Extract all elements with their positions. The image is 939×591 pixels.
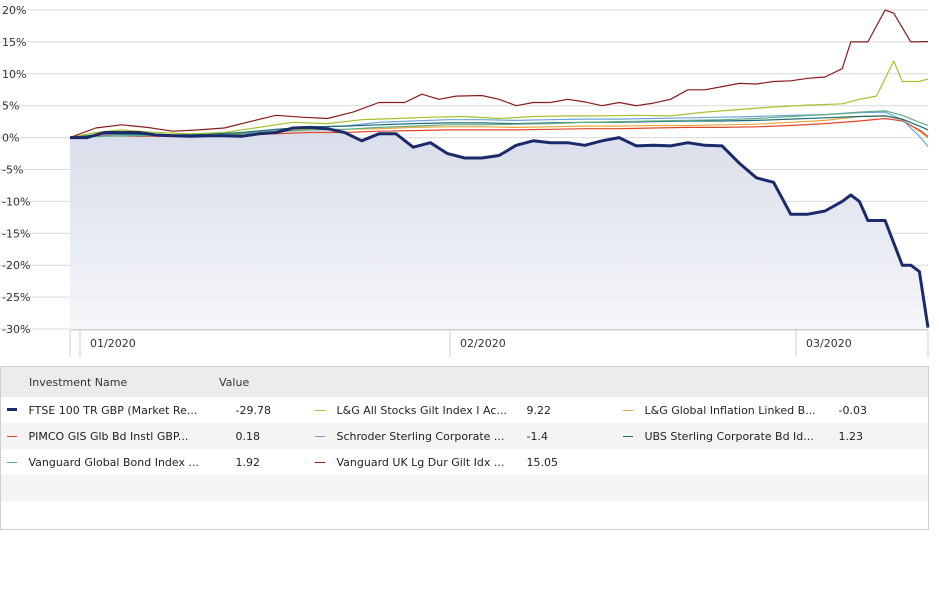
- series-line-1: [69, 60, 929, 139]
- y-tick-label: 0%: [2, 132, 19, 145]
- legend-item-pimco[interactable]: PIMCO GIS Glb Bd Instl GBP... 0.18: [7, 430, 260, 443]
- legend-swatch: [623, 409, 633, 411]
- legend-item-lg-gilt[interactable]: L&G All Stocks Gilt Index I Ac... 9.22: [315, 404, 551, 417]
- legend-series-name: Vanguard Global Bond Index ...: [28, 456, 199, 469]
- legend-row: FTSE 100 TR GBP (Market Re... -29.78 L&G …: [1, 397, 928, 423]
- legend-series-name: UBS Sterling Corporate Bd Id...: [644, 430, 814, 443]
- legend-item-ftse[interactable]: FTSE 100 TR GBP (Market Re... -29.78: [7, 404, 271, 417]
- legend-series-value: 15.05: [526, 456, 559, 469]
- legend-series-value: 1.23: [838, 430, 864, 443]
- legend-series-value: -0.03: [838, 404, 867, 417]
- y-tick-label: -15%: [2, 227, 30, 240]
- x-tick-label: 02/2020: [460, 337, 506, 350]
- ftse-area-fill: [70, 127, 928, 329]
- legend-swatch: [7, 461, 17, 463]
- legend-row-empty: [1, 475, 928, 501]
- legend-swatch: [315, 461, 325, 463]
- y-tick-label: 15%: [2, 36, 26, 49]
- series-line-7: [69, 9, 929, 139]
- chart-svg: 20% 15% 10% 5% 0% -5% -10% -15% -20% -25% -30% 01/2…: [0, 4, 930, 357]
- y-tick-label: 5%: [2, 100, 19, 113]
- y-tick-label: -25%: [2, 291, 30, 304]
- legend-swatch: [7, 435, 17, 437]
- legend-swatch: [7, 407, 17, 411]
- legend-item-vanguard-global[interactable]: Vanguard Global Bond Index ... 1.92: [7, 456, 260, 469]
- legend-series-value: 1.92: [235, 456, 261, 469]
- y-tick-label: -10%: [2, 195, 30, 208]
- legend-header: Investment Name Value: [1, 367, 928, 397]
- legend-swatch: [315, 435, 325, 437]
- legend-series-name: Schroder Sterling Corporate ...: [336, 430, 505, 443]
- legend-series-value: 0.18: [235, 430, 261, 443]
- legend-panel: Investment Name Value FTSE 100 TR GBP (M…: [0, 366, 929, 530]
- legend-series-value: -29.78: [235, 404, 271, 417]
- legend-series-value: 9.22: [526, 404, 552, 417]
- x-tick-label: 03/2020: [806, 337, 852, 350]
- legend-swatch: [315, 409, 325, 411]
- series-line-0: [70, 125, 930, 328]
- legend-swatch: [623, 435, 633, 437]
- legend-header-value: Value: [219, 376, 250, 389]
- legend-item-schroder[interactable]: Schroder Sterling Corporate ... -1.4: [315, 430, 548, 443]
- legend-item-vanguard-gilt[interactable]: Vanguard UK Lg Dur Gilt Idx ... 15.05: [315, 456, 558, 469]
- legend-series-name: PIMCO GIS Glb Bd Instl GBP...: [28, 430, 189, 443]
- legend-series-name: L&G Global Inflation Linked B...: [644, 404, 816, 417]
- legend-series-value: -1.4: [526, 430, 548, 443]
- legend-series-name: L&G All Stocks Gilt Index I Ac...: [336, 404, 507, 417]
- legend-item-ubs[interactable]: UBS Sterling Corporate Bd Id... 1.23: [623, 430, 863, 443]
- legend-header-name: Investment Name: [29, 376, 128, 389]
- y-tick-label: 10%: [2, 68, 26, 81]
- legend-series-name: FTSE 100 TR GBP (Market Re...: [28, 404, 198, 417]
- series-line-5: [69, 115, 929, 139]
- legend-series-name: Vanguard UK Lg Dur Gilt Idx ...: [336, 456, 505, 469]
- y-tick-label: -20%: [2, 259, 30, 272]
- y-tick-label: -5%: [2, 164, 23, 177]
- y-tick-label: 20%: [2, 4, 26, 17]
- y-tick-label: -30%: [2, 323, 30, 336]
- legend-item-lg-inflation[interactable]: L&G Global Inflation Linked B... -0.03: [623, 404, 867, 417]
- x-tick-label: 01/2020: [90, 337, 136, 350]
- legend-row: PIMCO GIS Glb Bd Instl GBP... 0.18 Schrod…: [1, 423, 928, 449]
- performance-chart: 20% 15% 10% 5% 0% -5% -10% -15% -20% -25% -30% 01/2…: [0, 4, 930, 357]
- legend-row: Vanguard Global Bond Index ... 1.92 Vangu…: [1, 449, 928, 475]
